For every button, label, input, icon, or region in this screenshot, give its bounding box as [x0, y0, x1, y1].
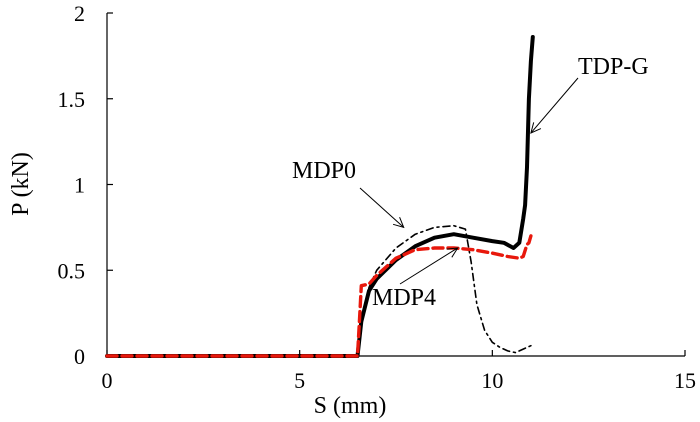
y-tick-label: 1.5 — [58, 87, 86, 112]
x-tick-label: 0 — [102, 368, 113, 393]
y-tick-label: 2 — [74, 1, 85, 26]
y-tick-label: 0.5 — [58, 258, 86, 283]
series-line-tdp-g — [105, 35, 535, 358]
annotation-label-tdp-g: TDP-G — [578, 54, 649, 80]
annotation-leader-tdp-g — [530, 77, 579, 134]
x-tick-label: 10 — [481, 368, 503, 393]
annotation-leader-mdp4 — [399, 247, 458, 285]
annotation-arrowhead — [446, 247, 459, 258]
y-axis-title: P (kN) — [8, 152, 34, 216]
tick-labels: 0 5 10 15 0 0.5 1 1.5 2 — [58, 1, 697, 393]
series-layer — [105, 35, 535, 358]
x-tick-label: 5 — [294, 368, 305, 393]
annotation-label-mdp0: MDP0 — [292, 158, 356, 184]
x-axis-title: S (mm) — [314, 393, 387, 419]
x-tick-label: 15 — [674, 368, 696, 393]
annotation-arrowhead — [530, 122, 542, 134]
annotations: TDP-G MDP0 MDP4 — [292, 54, 649, 311]
annotation-leader-mdp0 — [359, 187, 405, 228]
series-line-mdp4 — [105, 234, 533, 358]
y-tick-label: 0 — [74, 344, 85, 369]
annotation-arrowhead — [392, 217, 405, 229]
y-tick-label: 1 — [74, 173, 85, 198]
series-line-mdp0 — [360, 224, 532, 354]
annotation-label-mdp4: MDP4 — [372, 285, 436, 311]
